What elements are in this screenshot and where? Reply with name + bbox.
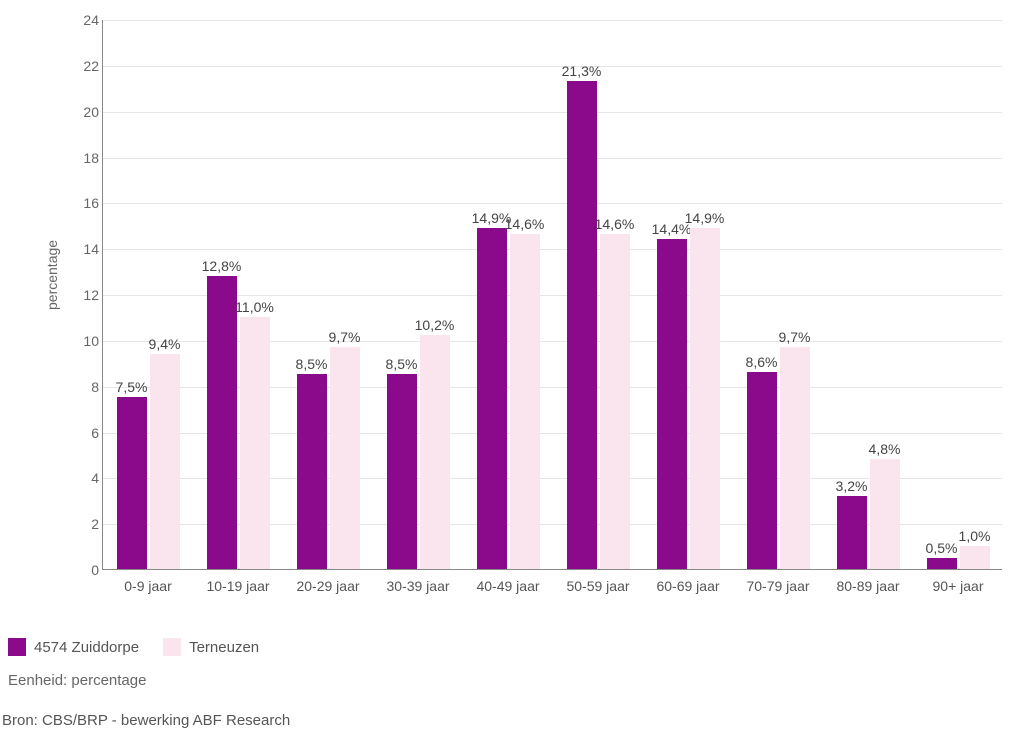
bar — [927, 558, 957, 569]
bar — [330, 347, 360, 569]
legend-swatch — [163, 638, 181, 656]
bar-value-label: 4,8% — [855, 441, 915, 457]
y-tick-label: 2 — [61, 516, 99, 532]
x-axis-label: 20-29 jaar — [296, 578, 359, 594]
source-text: Bron: CBS/BRP - bewerking ABF Research — [2, 712, 290, 729]
bar — [780, 347, 810, 569]
bar-value-label: 14,6% — [585, 216, 645, 232]
x-axis-label: 50-59 jaar — [566, 578, 629, 594]
bar — [690, 228, 720, 569]
x-axis-label: 70-79 jaar — [746, 578, 809, 594]
bar — [207, 276, 237, 569]
gridline — [103, 341, 1002, 342]
x-axis-label: 80-89 jaar — [836, 578, 899, 594]
y-tick-label: 4 — [61, 470, 99, 486]
gridline — [103, 158, 1002, 159]
legend-label: 4574 Zuiddorpe — [34, 639, 139, 656]
x-axis-label: 10-19 jaar — [206, 578, 269, 594]
bar — [477, 228, 507, 569]
bar — [297, 374, 327, 569]
gridline — [103, 203, 1002, 204]
y-tick-label: 16 — [61, 195, 99, 211]
bar — [510, 234, 540, 569]
y-tick-label: 18 — [61, 150, 99, 166]
bar-value-label: 9,4% — [135, 336, 195, 352]
x-axis-label: 60-69 jaar — [656, 578, 719, 594]
y-tick-label: 6 — [61, 425, 99, 441]
x-axis-label: 40-49 jaar — [476, 578, 539, 594]
x-axis-label: 0-9 jaar — [124, 578, 171, 594]
gridline — [103, 295, 1002, 296]
bar — [387, 374, 417, 569]
y-tick-label: 10 — [61, 333, 99, 349]
bar — [600, 234, 630, 569]
legend: 4574 Zuiddorpe Terneuzen — [8, 638, 259, 656]
bar — [240, 317, 270, 569]
x-axis-label: 30-39 jaar — [386, 578, 449, 594]
y-tick-label: 22 — [61, 58, 99, 74]
plot-area: 0246810121416182022240-9 jaar7,5%9,4%10-… — [102, 20, 1002, 570]
bar-value-label: 11,0% — [225, 299, 285, 315]
chart-container: percentage 0246810121416182022240-9 jaar… — [42, 10, 1012, 620]
legend-swatch — [8, 638, 26, 656]
legend-item: Terneuzen — [163, 638, 259, 656]
bar-value-label: 9,7% — [315, 329, 375, 345]
legend-item: 4574 Zuiddorpe — [8, 638, 139, 656]
gridline — [103, 433, 1002, 434]
y-tick-label: 8 — [61, 379, 99, 395]
bar — [657, 239, 687, 569]
bar — [567, 81, 597, 569]
bar-value-label: 1,0% — [945, 528, 1005, 544]
bar — [870, 459, 900, 569]
bar-value-label: 12,8% — [192, 258, 252, 274]
y-axis-title: percentage — [44, 240, 60, 310]
gridline — [103, 249, 1002, 250]
y-tick-label: 0 — [61, 562, 99, 578]
legend-label: Terneuzen — [189, 639, 259, 656]
x-axis-label: 90+ jaar — [933, 578, 984, 594]
bar-value-label: 14,9% — [675, 210, 735, 226]
bar — [117, 397, 147, 569]
bar-value-label: 14,6% — [495, 216, 555, 232]
gridline — [103, 387, 1002, 388]
y-tick-label: 20 — [61, 104, 99, 120]
bar — [747, 372, 777, 569]
bar — [150, 354, 180, 569]
bar — [837, 496, 867, 569]
bar-value-label: 10,2% — [405, 317, 465, 333]
y-tick-label: 24 — [61, 12, 99, 28]
unit-text: Eenheid: percentage — [8, 672, 146, 689]
bar — [420, 335, 450, 569]
gridline — [103, 524, 1002, 525]
gridline — [103, 112, 1002, 113]
y-tick-label: 14 — [61, 241, 99, 257]
bar — [960, 546, 990, 569]
gridline — [103, 20, 1002, 21]
bar-value-label: 9,7% — [765, 329, 825, 345]
y-tick-label: 12 — [61, 287, 99, 303]
bar-value-label: 21,3% — [552, 63, 612, 79]
